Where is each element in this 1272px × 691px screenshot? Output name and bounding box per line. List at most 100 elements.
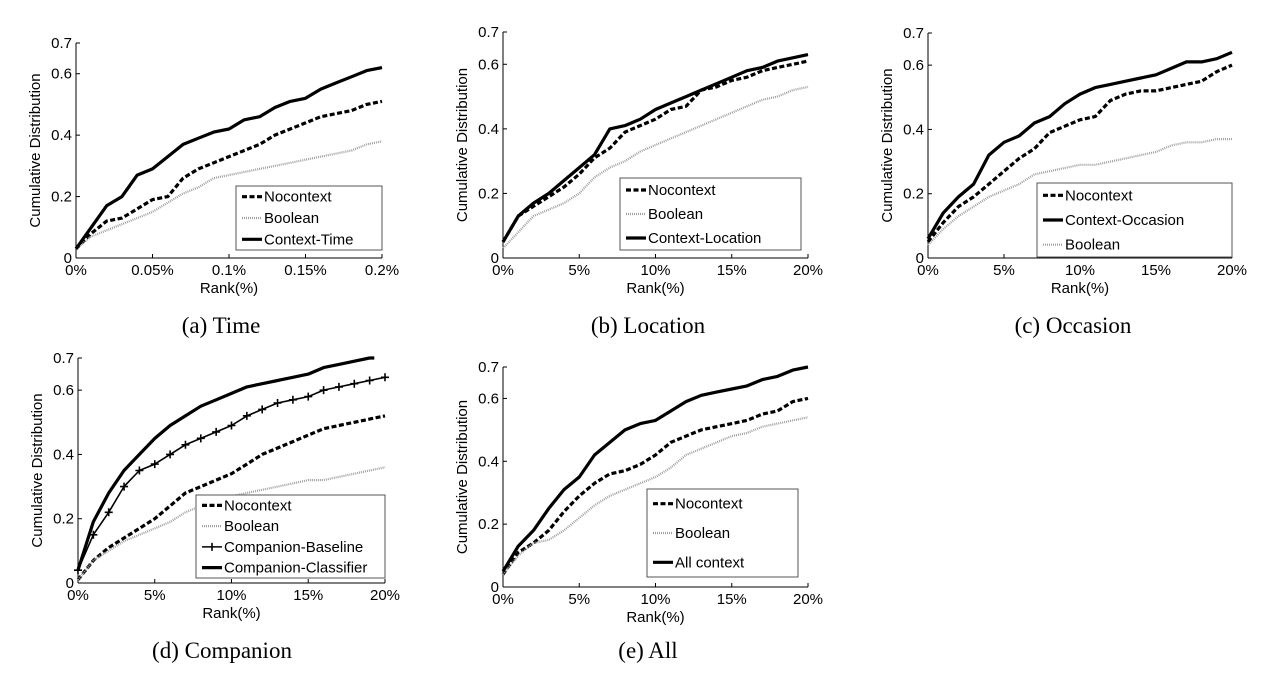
x-tick-label: 10% xyxy=(640,591,670,608)
legend-label: All context xyxy=(675,554,745,571)
x-tick-label: 10% xyxy=(1065,262,1095,279)
legend: Nocontext Boolean Context-Time xyxy=(235,185,383,251)
y-tick-label: 0.2 xyxy=(53,511,74,528)
data-point-companion-baseline xyxy=(150,460,159,469)
legend-label: Boolean xyxy=(264,210,319,227)
subplot-eall: 0% 5% 10% 15% 20% 0 0.2 0.4 0.6 0.7 Rank(%) Cumulat… xyxy=(454,359,823,663)
legend-box xyxy=(619,177,802,251)
legend: Nocontext Boolean All context xyxy=(646,488,799,578)
data-point-companion-baseline xyxy=(212,427,221,436)
series-line-nocontext xyxy=(501,59,809,243)
series-line-companion-classifier xyxy=(76,356,375,571)
x-tick-label: 10% xyxy=(640,262,670,279)
series-line-boolean xyxy=(77,466,386,581)
x-axis-label: Rank(%) xyxy=(202,605,260,622)
subplot-caption: (b) Location xyxy=(591,313,706,338)
y-axis-label: Cumulative Distribution xyxy=(454,68,471,222)
data-point-companion-baseline xyxy=(242,411,251,420)
x-tick-label: 10% xyxy=(216,587,246,604)
y-tick-label: 0.7 xyxy=(478,359,499,376)
x-tick-label: 5% xyxy=(144,587,166,604)
subplot-caption: (a) Time xyxy=(182,313,261,338)
y-tick-label: 0.2 xyxy=(903,186,924,203)
data-point-companion-baseline xyxy=(319,386,328,395)
y-axis-label: Cumulative Distribution xyxy=(879,68,896,222)
legend: Nocontext Boolean Companion-Baseline Compan… xyxy=(195,494,386,579)
y-tick-label: 0.4 xyxy=(903,121,924,138)
data-point-companion-baseline xyxy=(196,434,205,443)
subplot-caption: (e) All xyxy=(618,638,677,663)
x-axis-label: Rank(%) xyxy=(626,609,684,626)
legend-label: Context-Location xyxy=(648,230,761,247)
y-tick-label: 0 xyxy=(64,250,72,267)
data-point-companion-baseline xyxy=(273,399,282,407)
series-line-boolean xyxy=(75,140,383,250)
data-point-companion-baseline xyxy=(120,482,129,491)
y-axis-label: Cumulative Distribution xyxy=(27,73,44,227)
x-axis-label: Rank(%) xyxy=(626,280,684,297)
y-tick-label: 0.7 xyxy=(51,35,72,52)
subplot-atime: 0% 0.05% 0.1% 0.15% 0.2% 0 0.2 0.4 0.6 0.7 Rank(%)… xyxy=(27,35,399,338)
y-tick-label: 0.2 xyxy=(478,516,499,533)
legend-label: Context-Occasion xyxy=(1065,212,1184,229)
series-line-context-time xyxy=(74,66,383,250)
series-line-nocontext xyxy=(74,99,383,250)
x-tick-label: 15% xyxy=(717,262,747,279)
y-tick-label: 0.6 xyxy=(903,57,924,74)
data-point-companion-baseline xyxy=(365,376,374,385)
series-line-context-occasion xyxy=(926,50,1233,240)
data-point-companion-baseline xyxy=(166,450,175,459)
legend-label: Nocontext xyxy=(264,189,332,206)
y-tick-label: 0.4 xyxy=(51,127,72,144)
legend-label: Nocontext xyxy=(648,182,716,199)
y-tick-label: 0.6 xyxy=(478,390,499,407)
series-line-nocontext xyxy=(76,414,386,581)
legend-label: Companion-Baseline xyxy=(224,539,363,556)
data-point-companion-baseline xyxy=(334,382,343,391)
data-point-companion-baseline xyxy=(288,395,297,404)
y-axis-label: Cumulative Distribution xyxy=(454,400,471,554)
series-line-boolean xyxy=(502,85,809,250)
x-tick-label: 0.15% xyxy=(284,262,327,279)
data-point-companion-baseline xyxy=(381,373,389,382)
y-tick-label: 0.4 xyxy=(478,453,499,470)
legend-box xyxy=(195,494,386,579)
y-tick-label: 0.6 xyxy=(478,56,499,73)
y-tick-label: 0.6 xyxy=(51,66,72,83)
data-point-companion-baseline xyxy=(135,466,144,475)
x-tick-label: 15% xyxy=(717,591,747,608)
y-tick-label: 0.7 xyxy=(478,24,499,41)
legend-label: Companion-Classifier xyxy=(224,560,367,577)
y-tick-label: 0 xyxy=(491,250,499,267)
legend-label: Boolean xyxy=(648,206,703,223)
subplot-caption: (c) Occasion xyxy=(1015,313,1132,338)
x-axis-label: Rank(%) xyxy=(1051,280,1109,297)
legend-label: Nocontext xyxy=(1065,187,1133,204)
y-tick-label: 0 xyxy=(491,579,499,596)
x-tick-label: 0.1% xyxy=(212,262,246,279)
x-tick-label: 15% xyxy=(293,587,323,604)
legend-label: Nocontext xyxy=(224,497,292,514)
data-point-companion-baseline xyxy=(258,405,267,414)
x-tick-label: 0.2% xyxy=(365,262,399,279)
series-line-all-context xyxy=(501,365,809,573)
legend-label: Nocontext xyxy=(675,496,743,513)
y-tick-label: 0.7 xyxy=(903,25,924,42)
x-axis-label: Rank(%) xyxy=(200,280,258,297)
x-tick-label: 20% xyxy=(793,591,823,608)
y-tick-label: 0.7 xyxy=(53,350,74,367)
x-tick-label: 5% xyxy=(568,591,590,608)
series-line-nocontext xyxy=(926,63,1233,243)
subplot-coccasion: 0% 5% 10% 15% 20% 0 0.2 0.4 0.6 0.7 Rank(%) Cumulat… xyxy=(879,25,1247,338)
legend-label: Context-Time xyxy=(264,231,353,248)
x-tick-label: 0% xyxy=(917,262,939,279)
legend-label: Boolean xyxy=(1065,237,1120,254)
x-tick-label: 20% xyxy=(370,587,400,604)
subplot-blocation: 0% 5% 10% 15% 20% 0 0.2 0.4 0.6 0.7 Rank(%) Cumulat… xyxy=(454,24,823,338)
y-tick-label: 0.4 xyxy=(478,121,499,138)
legend: Nocontext Context-Occasion Boolean xyxy=(1036,182,1233,258)
y-tick-label: 0.2 xyxy=(51,189,72,206)
x-tick-label: 0% xyxy=(492,591,514,608)
subplot-dcompanion: 0% 5% 10% 15% 20% 0 0.2 0.4 0.6 0.7 Rank(%) Cumulat… xyxy=(29,350,400,663)
